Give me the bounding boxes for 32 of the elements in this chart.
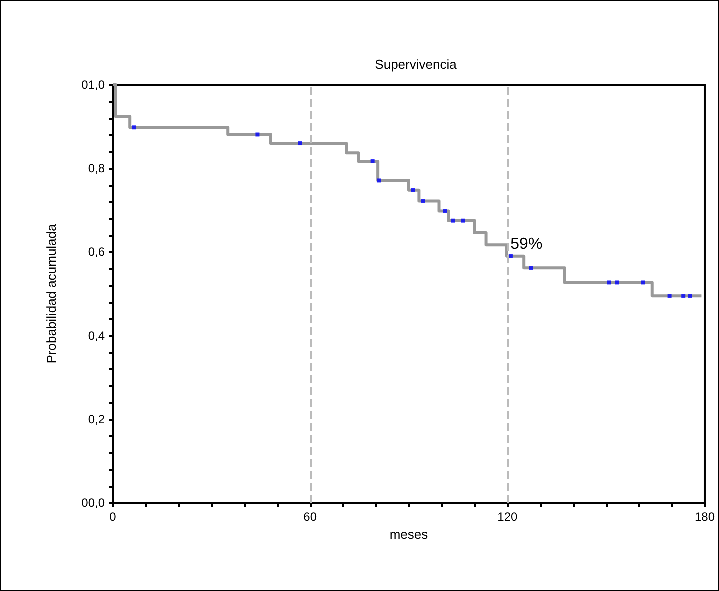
point bbox=[508, 254, 513, 258]
x-tick-label: 180 bbox=[694, 510, 716, 524]
x-tick-label: 60 bbox=[304, 510, 318, 524]
y-tick-label: 0,6 bbox=[88, 245, 106, 260]
y-tick-label: 0,2 bbox=[88, 412, 106, 426]
annotation: 59% bbox=[510, 236, 543, 253]
chart-title: Supervivencia bbox=[375, 57, 458, 72]
y-tick-label: 0,8 bbox=[88, 162, 106, 176]
y-tick-label: 00,0 bbox=[82, 496, 106, 510]
point bbox=[682, 294, 686, 298]
x-tick-label: 120 bbox=[498, 510, 518, 524]
point bbox=[461, 218, 466, 223]
point bbox=[451, 218, 456, 223]
point bbox=[132, 126, 136, 130]
y-axis-title: Probabilidad acumulada bbox=[44, 223, 59, 364]
point bbox=[256, 132, 260, 137]
point bbox=[370, 159, 375, 164]
point bbox=[615, 280, 620, 285]
y-tick-label: 0,4 bbox=[88, 328, 106, 343]
point bbox=[529, 266, 534, 270]
point bbox=[411, 188, 416, 192]
y-tick-label: 01,0 bbox=[82, 78, 106, 92]
point bbox=[688, 294, 692, 298]
point bbox=[641, 280, 646, 285]
point bbox=[377, 178, 382, 183]
point bbox=[443, 209, 448, 214]
point bbox=[421, 199, 426, 204]
x-axis-title: meses bbox=[390, 527, 429, 542]
point bbox=[298, 142, 302, 146]
x-tick-label: 0 bbox=[110, 510, 117, 524]
point bbox=[607, 280, 612, 285]
point bbox=[668, 294, 672, 298]
